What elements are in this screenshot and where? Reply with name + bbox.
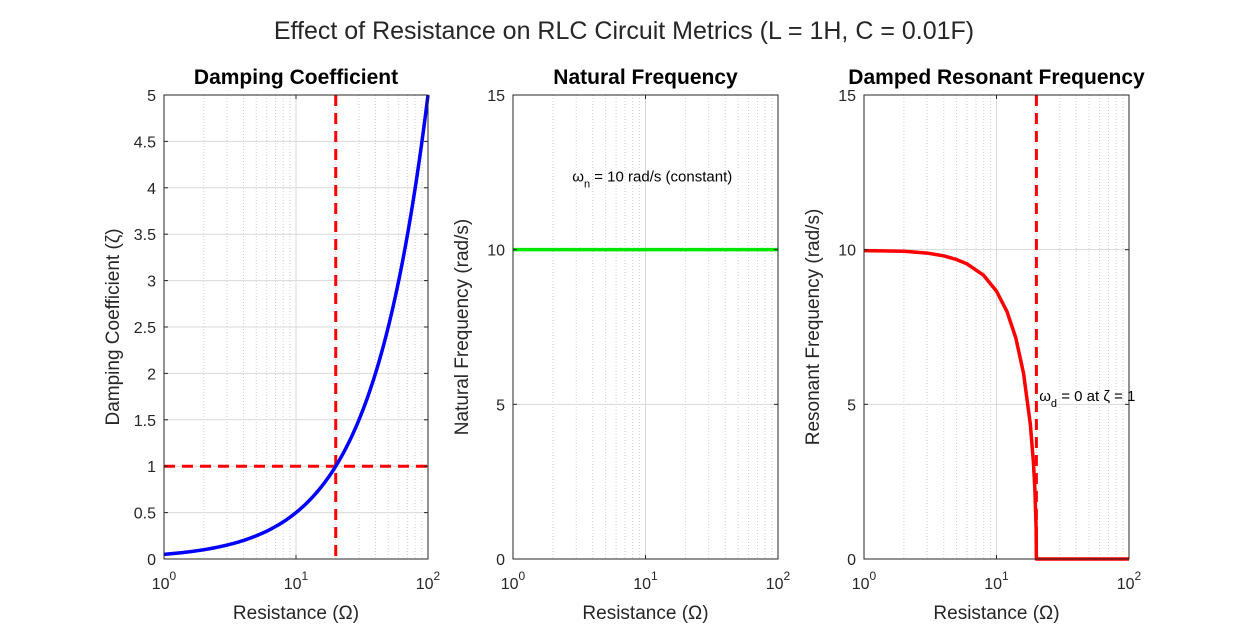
y-tick-label: 0 — [847, 552, 856, 569]
y-tick-label: 2.5 — [134, 320, 156, 337]
x-tick-label: 101 — [984, 569, 1009, 593]
series-line — [163, 94, 430, 557]
y-tick-label: 2 — [147, 366, 156, 383]
x-tick-label: 102 — [766, 569, 791, 593]
chart-panel-2: 0 5 10 15 100 101 102 Natural Frequency Resistan… — [452, 66, 791, 624]
x-tick-label: 100 — [152, 569, 177, 593]
y-tick-label: 1.5 — [134, 413, 156, 430]
annotation-text: ωd = 0 at ζ = 1 — [1039, 388, 1135, 410]
y-tick-label: 4.5 — [134, 134, 156, 151]
y-tick-label: 10 — [838, 243, 856, 260]
y-tick-label: 15 — [838, 88, 856, 105]
y-axis-label: Natural Frequency (rad/s) — [452, 219, 473, 435]
x-tick-label: 100 — [852, 569, 877, 593]
chart-panel-3: 0 5 10 15 100 101 102 Damped Resonant Frequency… — [803, 66, 1145, 624]
y-tick-label: 3.5 — [134, 227, 156, 244]
y-tick-label: 5 — [496, 397, 505, 414]
y-tick-label: 0 — [147, 552, 156, 569]
y-tick-label: 0.5 — [134, 506, 156, 523]
y-tick-label: 5 — [147, 88, 156, 105]
x-tick-label: 102 — [416, 569, 441, 593]
x-tick-label: 102 — [1117, 569, 1142, 593]
y-tick-label: 4 — [147, 181, 156, 198]
y-axis-label: Damping Coefficient (ζ) — [103, 228, 124, 425]
y-tick-label: 1 — [147, 459, 156, 476]
y-tick-label: 3 — [147, 274, 156, 291]
y-tick-label: 10 — [487, 243, 505, 260]
y-axis-label: Resonant Frequency (rad/s) — [803, 209, 824, 446]
x-axis-label: Resistance (Ω) — [233, 603, 359, 624]
x-tick-label: 101 — [284, 569, 309, 593]
annotation-text: ωn = 10 rad/s (constant) — [572, 169, 732, 191]
chart-title: Natural Frequency — [553, 66, 738, 89]
chart-panel-1: 0 0.5 1 1.5 2 2.5 3 3.5 4 4.5 5 100 101 102 Damping Co… — [103, 66, 441, 624]
chart-title: Damping Coefficient — [194, 66, 398, 89]
chart-title: Damped Resonant Frequency — [848, 66, 1145, 89]
x-axis-label: Resistance (Ω) — [582, 603, 708, 624]
y-tick-label: 0 — [496, 552, 505, 569]
y-tick-label: 5 — [847, 397, 856, 414]
x-tick-label: 100 — [501, 569, 526, 593]
x-tick-label: 101 — [633, 569, 658, 593]
figure-title: Effect of Resistance on RLC Circuit Metr… — [274, 17, 974, 45]
y-tick-label: 15 — [487, 88, 505, 105]
x-axis-label: Resistance (Ω) — [933, 603, 1059, 624]
